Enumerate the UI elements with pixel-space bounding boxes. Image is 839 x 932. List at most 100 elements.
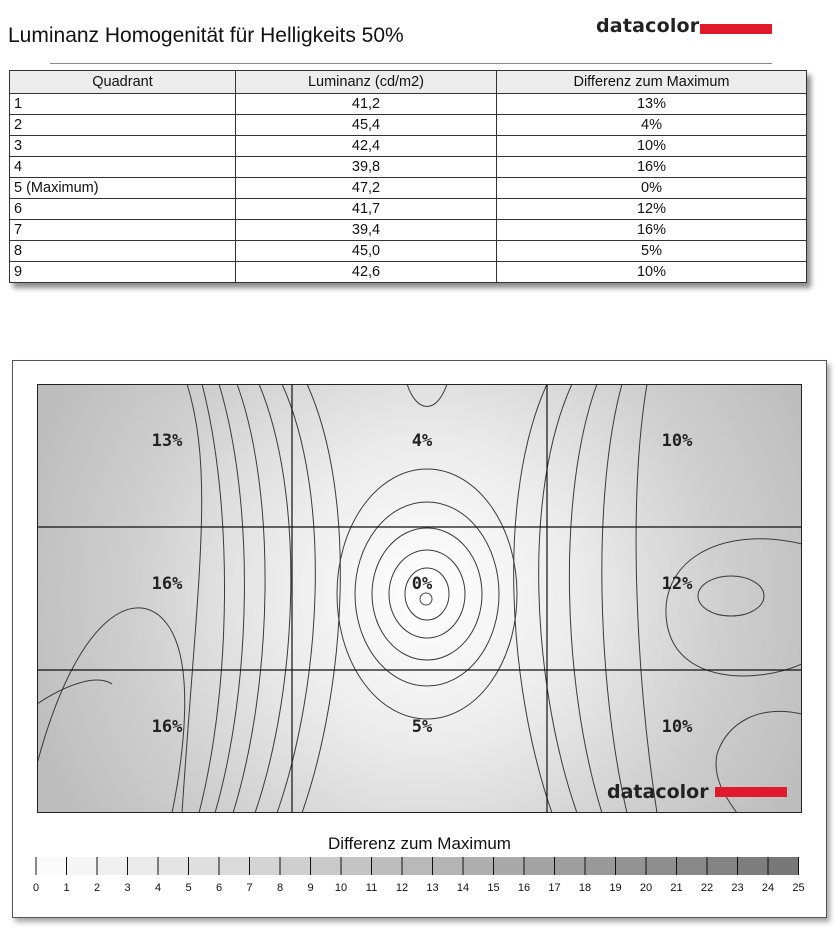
contour-lines	[37, 384, 802, 813]
cell-luminance: 41,2	[235, 93, 497, 115]
colorbar-tick-label: 7	[246, 882, 252, 894]
colorbar-cell	[280, 857, 311, 875]
colorbar-cell	[646, 857, 677, 875]
cell-label: 10%	[662, 717, 693, 737]
table-header-row: Quadrant Luminanz (cd/m2) Differenz zum …	[9, 70, 807, 94]
cell-luminance: 45,4	[235, 114, 497, 136]
brand-logo: datacolor	[596, 15, 773, 37]
colorbar-cell	[341, 857, 372, 875]
cell-luminance: 47,2	[235, 177, 497, 199]
colorbar-tick-label: 16	[518, 882, 530, 894]
colorbar-cell	[524, 857, 555, 875]
colorbar-tick-label: 8	[277, 882, 283, 894]
colorbar-cell	[127, 857, 158, 875]
brand-wordmark: datacolor	[596, 15, 700, 37]
cell-label: 10%	[662, 431, 693, 451]
cell-difference: 4%	[496, 114, 807, 136]
cell-label: 0%	[412, 574, 433, 594]
colorbar-ticks: 0 1 2 3 4 5 6 7 8 9 10 11 12 13 14 15 16 17 18 19 20 21 22 23 24…	[33, 857, 805, 894]
cell-labels: 13% 4% 10% 16% 0% 12% 16% 5% 10%	[152, 431, 693, 737]
cell-quadrant: 6	[9, 198, 236, 220]
header-divider	[50, 63, 772, 64]
colorbar-tick-label: 19	[609, 882, 621, 894]
colorbar-tick-label: 9	[307, 882, 313, 894]
column-header-quadrant: Quadrant	[9, 70, 236, 94]
colorbar-tick-label: 11	[366, 882, 377, 894]
colorbar-tick-label: 6	[216, 882, 222, 894]
table-row: 5 (Maximum) 47,2 0%	[9, 177, 807, 199]
colorbar-cell	[188, 857, 219, 875]
colorbar-tick-label: 10	[335, 882, 347, 894]
cell-quadrant: 2	[9, 114, 236, 136]
cell-difference: 10%	[496, 135, 807, 157]
colorbar-tick-label: 20	[640, 882, 652, 894]
colorbar-tick-label: 21	[670, 882, 682, 894]
table-row: 9 42,6 10%	[9, 261, 807, 283]
colorbar-tick-label: 5	[185, 882, 191, 894]
cell-label: 12%	[662, 574, 693, 594]
table-row: 8 45,0 5%	[9, 240, 807, 262]
cell-luminance: 42,4	[235, 135, 497, 157]
cell-label: 5%	[412, 717, 433, 737]
colorbar-cell	[737, 857, 768, 875]
table-row: 4 39,8 16%	[9, 156, 807, 178]
cell-luminance: 45,0	[235, 240, 497, 262]
table-row: 6 41,7 12%	[9, 198, 807, 220]
colorbar: 0 1 2 3 4 5 6 7 8 9 10 11 12 13 14 15 16 17 18 19 20 21 22 23 24…	[33, 857, 805, 894]
cell-difference: 12%	[496, 198, 807, 220]
colorbar-tick-label: 18	[579, 882, 591, 894]
colorbar-tick-label: 0	[33, 882, 39, 894]
colorbar-tick-label: 23	[731, 882, 743, 894]
colorbar-tick-label: 1	[63, 882, 69, 894]
colorbar-cell	[432, 857, 463, 875]
quadrant-grid	[37, 384, 802, 813]
colorbar-tick-label: 3	[124, 882, 130, 894]
colorbar-tick-label: 13	[426, 882, 438, 894]
colorbar-cell	[768, 857, 799, 875]
cell-luminance: 39,8	[235, 156, 497, 178]
colorbar-cell	[463, 857, 494, 875]
cell-luminance: 42,6	[235, 261, 497, 283]
cell-difference: 16%	[496, 219, 807, 241]
colorbar-cell	[615, 857, 646, 875]
colorbar-tick-label: 12	[396, 882, 408, 894]
colorbar-cells	[36, 857, 799, 875]
colorbar-title: Differenz zum Maximum	[328, 834, 511, 853]
colorbar-cell	[66, 857, 97, 875]
cell-quadrant: 5 (Maximum)	[9, 177, 236, 199]
colorbar-tick-label: 25	[792, 882, 804, 894]
colorbar-tick-label: 17	[548, 882, 560, 894]
page-title: Luminanz Homogenität für Helligkeits 50%	[8, 24, 404, 47]
cell-quadrant: 4	[9, 156, 236, 178]
cell-quadrant: 8	[9, 240, 236, 262]
map-brand-logo: datacolor	[607, 781, 787, 803]
luminance-table: Quadrant Luminanz (cd/m2) Differenz zum …	[9, 70, 807, 283]
colorbar-tick-label: 4	[155, 882, 161, 894]
brand-red-bar	[700, 24, 773, 34]
table-body: 1 41,2 13% 2 45,4 4% 3 42,4 10% 4 39,8 16% 5 (Maximu…	[9, 93, 807, 283]
colorbar-tick-label: 2	[94, 882, 100, 894]
colorbar-cell	[402, 857, 433, 875]
maximum-marker	[419, 592, 433, 606]
column-header-luminance: Luminanz (cd/m2)	[235, 70, 497, 94]
cell-quadrant: 7	[9, 219, 236, 241]
cell-label: 16%	[152, 717, 183, 737]
map-brand-red-bar	[715, 787, 787, 797]
cell-label: 4%	[412, 431, 433, 451]
heatmap-background	[37, 384, 802, 813]
colorbar-cell	[493, 857, 524, 875]
colorbar-cell	[249, 857, 280, 875]
colorbar-cell	[158, 857, 189, 875]
luminance-table-container: Quadrant Luminanz (cd/m2) Differenz zum …	[9, 70, 807, 283]
uniformity-heatmap: 13% 4% 10% 16% 0% 12% 16% 5% 10% datacolor	[37, 384, 802, 813]
colorbar-cell	[36, 857, 67, 875]
colorbar-tick-label: 24	[762, 882, 774, 894]
cell-luminance: 41,7	[235, 198, 497, 220]
cell-difference: 10%	[496, 261, 807, 283]
colorbar-tick-label: 15	[487, 882, 499, 894]
cell-difference: 0%	[496, 177, 807, 199]
table-row: 3 42,4 10%	[9, 135, 807, 157]
cell-difference: 5%	[496, 240, 807, 262]
cell-difference: 13%	[496, 93, 807, 115]
colorbar-tick-label: 22	[701, 882, 713, 894]
